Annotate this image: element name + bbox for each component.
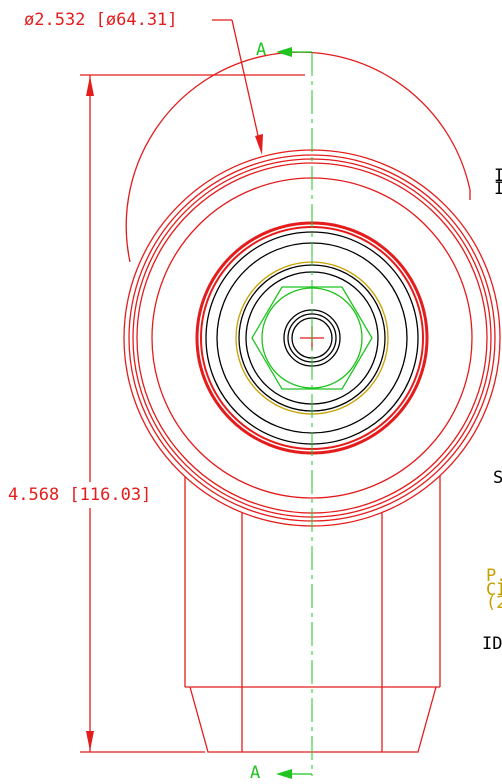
- section-label: A: [256, 40, 266, 60]
- section-label: A: [250, 763, 260, 783]
- dimension-text: 4.568 [116.03]: [8, 485, 151, 505]
- edge-text: I: [494, 179, 502, 199]
- dimension-text: ø2.532 [ø64.31]: [24, 10, 178, 30]
- edge-text: (2: [486, 593, 502, 613]
- edge-text: S: [493, 468, 502, 488]
- edge-text: ID: [482, 634, 502, 654]
- cad-drawing: A A 4.568 [116.03] ø2.532 [ø64.31] I I S…: [0, 0, 502, 784]
